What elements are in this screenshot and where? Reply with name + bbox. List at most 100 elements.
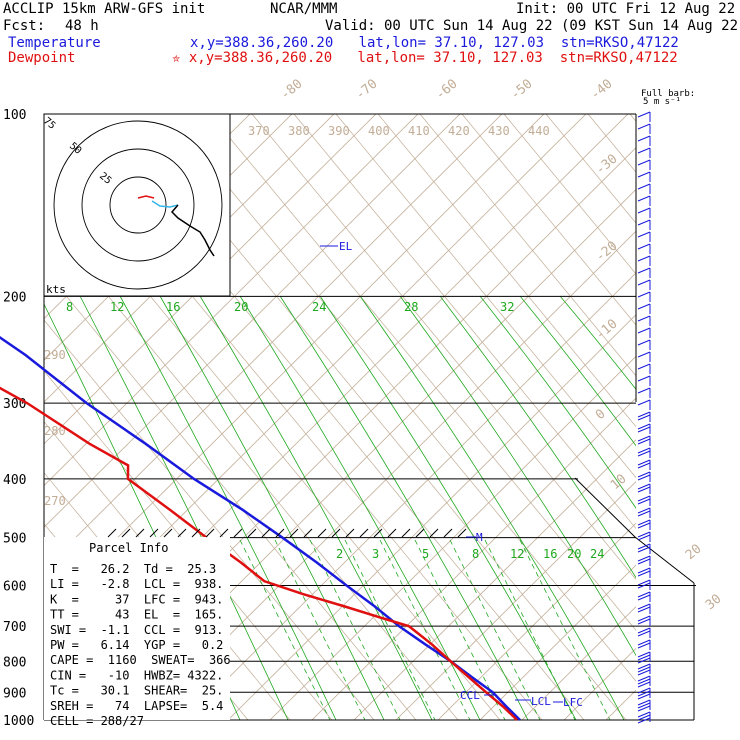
wind-barb-flag: [637, 279, 651, 286]
isotherm-line: [251, 114, 636, 580]
pressure-tick-label: 700: [3, 620, 26, 635]
dry-adiabat-line: [44, 114, 377, 445]
dry-adiabat-line: [44, 114, 545, 612]
moist-adiabat-line: [559, 295, 636, 390]
wind-barb-flag: [637, 711, 651, 718]
mixing-ratio-line: [449, 539, 541, 720]
model-title: ACCLIP 15km ARW-GFS init: [3, 1, 206, 17]
theta-e-label: 28: [404, 300, 418, 314]
wind-barb-flag: [637, 231, 651, 238]
wind-barb-flag: [637, 522, 651, 529]
isotherm-line: [419, 114, 636, 377]
wind-barb-flag: [637, 327, 651, 334]
fcst-value: 48 h: [65, 18, 99, 34]
hodograph: 75 50 25 kts: [41, 113, 231, 297]
moist-adiabat-line: [359, 295, 625, 720]
dry-adiabat-line: [185, 272, 636, 720]
dry-adiabat-line: [479, 564, 636, 720]
wind-barb-flag: [637, 303, 651, 310]
theta-e-label: 16: [166, 300, 180, 314]
wind-barb-flag: [637, 630, 651, 637]
dewpoint-location: ✮ x,y=388.36,260.20 lat,lon= 37.10, 127.…: [172, 50, 678, 66]
isotherm-label: -70: [353, 76, 381, 103]
isotherm-label: 0: [593, 407, 609, 424]
wind-barb-flag: [637, 147, 651, 154]
wind-barb-flag: [637, 486, 651, 493]
isotherm-label: 10: [608, 472, 630, 494]
wind-barb-flag: [637, 570, 651, 577]
wind-barb-flag: [637, 363, 651, 370]
wind-barb-flag: [637, 654, 651, 661]
wind-barb-flag: [637, 690, 651, 697]
parcel-info-row: TT = 43 EL = 165.: [50, 608, 223, 622]
isotherm-line: [44, 268, 417, 720]
mixing-ratio-line: [414, 539, 506, 720]
pressure-tick-label: 600: [3, 580, 26, 595]
wind-barb-flag: [637, 603, 651, 610]
wind-barb-flag: [637, 171, 651, 178]
wind-barb-flag: [637, 498, 651, 505]
moist-adiabat-line: [279, 295, 529, 720]
parcel-info-row: CAPE = 1160 SWEAT= 366: [50, 653, 231, 667]
wind-barb-flag: [637, 483, 651, 490]
wind-barb-flag: [637, 207, 651, 214]
wind-barb-flag: [637, 627, 651, 634]
wind-barb-flag: [637, 111, 651, 118]
isotherm-line: [672, 114, 740, 720]
wind-barb-flag: [637, 510, 651, 517]
pressure-tick-label: 100: [3, 108, 26, 123]
wind-barb-flag: [637, 579, 651, 586]
wind-barb-flag: [637, 567, 651, 574]
isotherm-line: [714, 114, 740, 720]
mixing-ratio-label: 16: [543, 547, 557, 561]
isotherm-line: [209, 114, 636, 631]
m-annotation: M: [476, 531, 483, 544]
wind-barb-flag: [637, 594, 651, 601]
isotherm-label: -50: [508, 76, 536, 103]
wind-barb-flag: [637, 687, 651, 694]
wind-barb-flag: [637, 678, 651, 685]
mixing-ratio-line: [519, 539, 611, 720]
theta-e-label: 12: [110, 300, 124, 314]
wind-barb-flag: [637, 519, 651, 526]
mixing-ratio-label: 2: [336, 547, 343, 561]
wind-barb-flag: [637, 546, 651, 553]
parcel-info-row: T = 26.2 Td = 25.3: [50, 562, 216, 576]
mixing-ratio-label: 24: [590, 547, 604, 561]
moist-adiabat-line: [159, 295, 385, 720]
theta-e-label: 32: [500, 300, 514, 314]
dry-adiabat-line: [732, 104, 740, 720]
pressure-tick-label: 400: [3, 473, 26, 488]
mixing-ratio-label: 12: [510, 547, 524, 561]
dry-adiabat-line: [437, 522, 636, 720]
theta-label: 270: [44, 494, 66, 508]
moist-adiabat-line: [439, 295, 636, 579]
dry-adiabat-line: [44, 114, 419, 487]
dry-adiabat-line: [44, 114, 503, 570]
moist-adiabat-line: [479, 295, 636, 509]
theta-e-label: 8: [66, 300, 73, 314]
wind-barb-flag: [637, 447, 651, 454]
pressure-tick-label: 1000: [3, 714, 34, 729]
wind-barb-flag: [637, 471, 651, 478]
init-time: Init: 00 UTC Fri 12 Aug 22: [516, 1, 736, 17]
parcel-info-panel: Parcel Info T = 26.2 Td = 25.3LI = -2.8 …: [44, 528, 467, 728]
wind-barb-flag: [637, 531, 651, 538]
wind-barb-flag: [637, 618, 651, 625]
wind-barb-flag: [637, 135, 651, 142]
wind-barb-flag: [637, 555, 651, 562]
isotherm-label: -10: [593, 316, 621, 343]
wind-barb-flag: [637, 675, 651, 682]
wind-barb-flag: [637, 123, 651, 130]
wind-barb-flag: [637, 642, 651, 649]
parcel-info-row: PW = 6.14 YGP = 0.2: [50, 638, 223, 652]
mixing-ratio-line: [239, 539, 331, 720]
pressure-tick-label: 500: [3, 532, 26, 547]
wind-barb-flag: [637, 426, 651, 433]
temperature-profile: [0, 335, 521, 721]
org-label: NCAR/MMM: [270, 1, 338, 17]
ccl-annotation: CCL: [460, 689, 480, 702]
hodo-units: kts: [46, 283, 66, 296]
moist-adiabat-line: [119, 295, 337, 720]
